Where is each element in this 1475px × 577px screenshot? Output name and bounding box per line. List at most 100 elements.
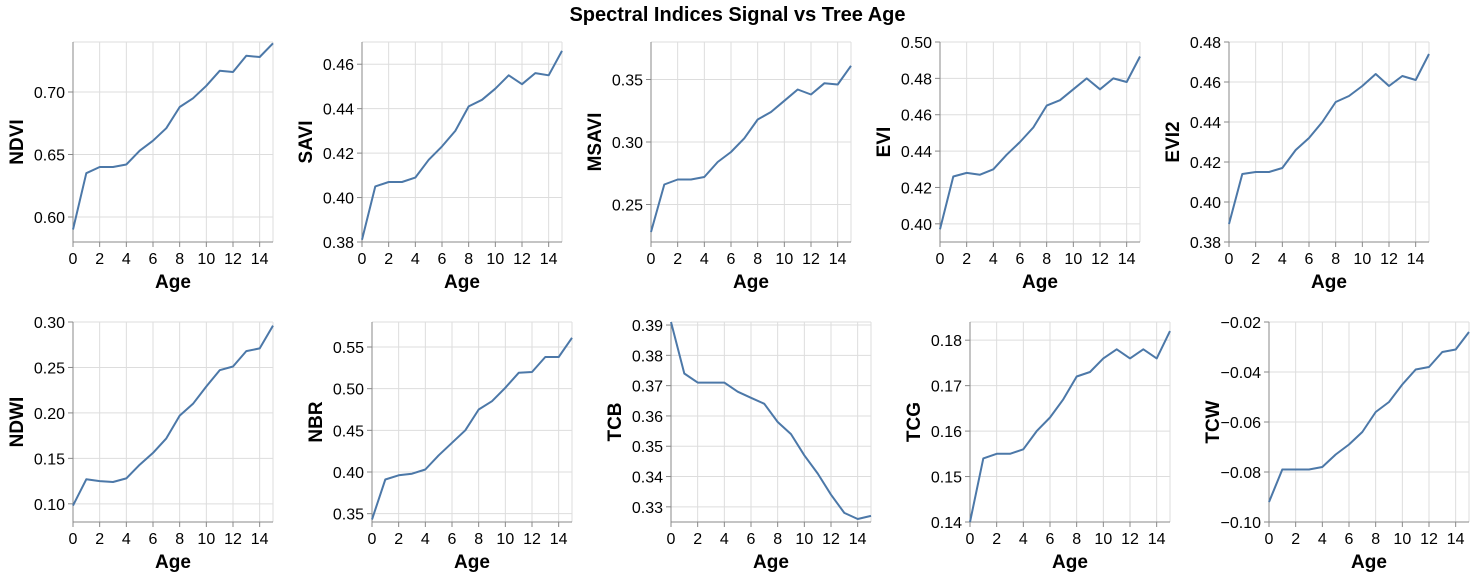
- x-tick-label: 0: [358, 251, 367, 268]
- x-tick-label: 4: [720, 531, 729, 548]
- x-tick-label: 2: [693, 531, 702, 548]
- x-tick-label: 4: [1019, 531, 1028, 548]
- x-tick-label: 10: [496, 531, 514, 548]
- y-tick-label: 0.35: [632, 439, 663, 456]
- x-tick-label: 4: [122, 251, 131, 268]
- y-tick-label: 0.40: [1190, 195, 1221, 212]
- y-tick-label: 0.42: [901, 180, 932, 197]
- x-tick-label: 0: [647, 251, 656, 268]
- y-tick-label: 0.42: [1190, 155, 1221, 172]
- x-tick-label: 12: [513, 251, 531, 268]
- x-tick-label: 14: [1148, 531, 1166, 548]
- x-tick-label: 14: [1447, 531, 1465, 548]
- subplot-savi: 0 2 4 6 8 10 12 14 0.38 0.40 0.42 0.44 0.46 Age SAVI: [296, 41, 563, 293]
- x-tick-label: 8: [1331, 251, 1340, 268]
- x-tick-label: 4: [700, 251, 709, 268]
- series-line: [969, 330, 1171, 523]
- series-line: [371, 337, 573, 520]
- x-tick-label: 12: [224, 251, 242, 268]
- x-tick-label: 10: [197, 251, 215, 268]
- x-tick-label: 0: [368, 531, 377, 548]
- x-tick-label: 14: [251, 531, 269, 548]
- x-tick-label: 12: [802, 251, 820, 268]
- x-tick-label: 6: [747, 531, 756, 548]
- x-tick-label: 10: [795, 531, 813, 548]
- x-tick-label: 0: [936, 251, 945, 268]
- subplot-nbr: 0 2 4 6 8 10 12 14 0.35 0.40 0.45 0.50 0.55 Age NBR: [306, 321, 573, 573]
- x-tick-label: 2: [673, 251, 682, 268]
- x-tick-label: 12: [822, 531, 840, 548]
- y-tick-label: 0.10: [34, 497, 65, 514]
- subplot-ndwi: 0 2 4 6 8 10 12 14 0.10 0.15 0.20 0.25 0.30 Age NDWI: [7, 315, 274, 573]
- x-tick-label: 6: [1046, 531, 1055, 548]
- y-tick-label: 0.42: [323, 146, 354, 163]
- series-line: [72, 325, 274, 507]
- y-tick-label: 0.17: [931, 379, 962, 396]
- series-line: [670, 321, 872, 520]
- x-tick-label: 8: [464, 251, 473, 268]
- y-tick-label: 0.45: [333, 423, 364, 440]
- y-tick-label: 0.14: [931, 515, 962, 532]
- x-tick-label: 14: [251, 251, 269, 268]
- x-axis-label: Age: [1052, 552, 1088, 573]
- x-tick-label: 14: [829, 251, 847, 268]
- x-tick-label: 2: [95, 531, 104, 548]
- x-tick-label: 10: [1094, 531, 1112, 548]
- x-axis-label: Age: [1311, 272, 1347, 293]
- y-tick-label: 0.44: [1190, 115, 1221, 132]
- x-tick-label: 2: [992, 531, 1001, 548]
- x-tick-label: 12: [1091, 251, 1109, 268]
- y-axis-label: NDWI: [7, 397, 28, 448]
- y-tick-label: 0.25: [612, 198, 643, 215]
- x-tick-label: 0: [966, 531, 975, 548]
- y-tick-label: 0.48: [901, 71, 932, 88]
- x-tick-label: 2: [1291, 531, 1300, 548]
- x-tick-label: 2: [384, 251, 393, 268]
- y-tick-label: 0.20: [34, 406, 65, 423]
- x-tick-label: 14: [1407, 251, 1425, 268]
- y-axis-label: SAVI: [296, 121, 317, 164]
- y-axis-label: NDVI: [7, 119, 28, 164]
- y-tick-label: 0.30: [612, 135, 643, 152]
- x-tick-label: 2: [962, 251, 971, 268]
- subplot-ndvi: 0 2 4 6 8 10 12 14 0.60 0.65 0.70 Age NDVI: [7, 41, 274, 293]
- subplot-tcg: 0 2 4 6 8 10 12 14 0.14 0.15 0.16 0.17 0.18 Age TCG: [904, 321, 1171, 573]
- y-tick-label: −0.02: [1221, 315, 1262, 332]
- x-tick-label: 8: [753, 251, 762, 268]
- x-tick-label: 0: [1225, 251, 1234, 268]
- x-tick-label: 10: [486, 251, 504, 268]
- x-tick-label: 2: [394, 531, 403, 548]
- x-axis-label: Age: [733, 272, 769, 293]
- x-tick-label: 8: [1042, 251, 1051, 268]
- y-tick-label: 0.37: [632, 379, 663, 396]
- x-tick-label: 8: [474, 531, 483, 548]
- y-tick-label: 0.50: [901, 35, 932, 52]
- x-tick-label: 0: [1265, 531, 1274, 548]
- y-tick-label: −0.10: [1221, 515, 1262, 532]
- x-tick-label: 4: [989, 251, 998, 268]
- x-tick-label: 6: [438, 251, 447, 268]
- x-tick-label: 10: [197, 531, 215, 548]
- y-tick-label: 0.16: [931, 424, 962, 441]
- y-axis-label: MSAVI: [585, 113, 606, 172]
- x-tick-label: 12: [1121, 531, 1139, 548]
- y-tick-label: −0.06: [1221, 415, 1262, 432]
- x-tick-label: 8: [175, 531, 184, 548]
- y-tick-label: 0.38: [1190, 235, 1221, 252]
- y-tick-label: 0.40: [901, 217, 932, 234]
- x-tick-label: 12: [523, 531, 541, 548]
- x-tick-label: 6: [149, 531, 158, 548]
- y-tick-label: 0.15: [931, 470, 962, 487]
- y-tick-label: 0.30: [34, 315, 65, 332]
- y-tick-label: 0.34: [632, 470, 663, 487]
- x-tick-label: 6: [149, 251, 158, 268]
- x-tick-label: 2: [95, 251, 104, 268]
- y-tick-label: 0.38: [323, 235, 354, 252]
- y-tick-label: 0.33: [632, 500, 663, 517]
- x-tick-label: 6: [448, 531, 457, 548]
- y-tick-label: 0.50: [333, 382, 364, 399]
- chart-title: Spectral Indices Signal vs Tree Age: [569, 4, 906, 26]
- y-tick-label: 0.36: [632, 409, 663, 426]
- x-tick-label: 4: [1278, 251, 1287, 268]
